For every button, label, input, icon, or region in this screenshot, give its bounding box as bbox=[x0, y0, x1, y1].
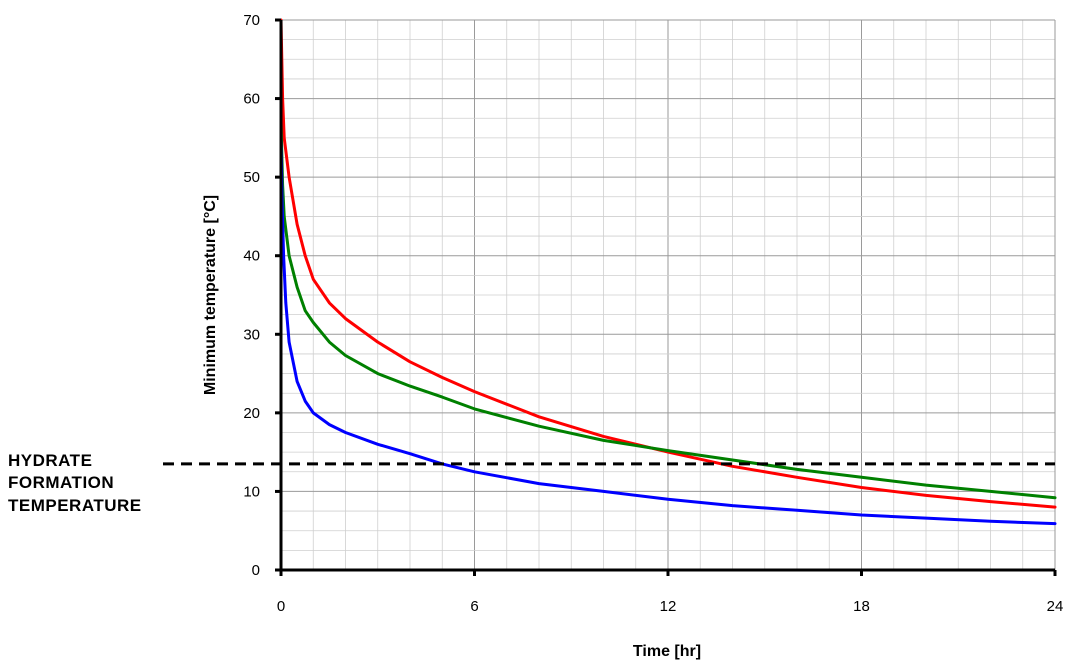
x-tick-label: 0 bbox=[277, 598, 285, 615]
annotation-line-3: TEMPERATURE bbox=[8, 496, 142, 515]
y-tick-label: 30 bbox=[243, 326, 260, 343]
y-tick-label: 70 bbox=[243, 12, 260, 29]
series-line-1 bbox=[279, 18, 1057, 509]
x-tick-label: 24 bbox=[1047, 598, 1064, 615]
y-tick-label: 50 bbox=[243, 169, 260, 186]
annotation-line-2: FORMATION bbox=[8, 473, 114, 492]
y-tick-label: 20 bbox=[243, 405, 260, 422]
series-line-2 bbox=[279, 120, 1057, 500]
y-axis-label: Minimum temperature [°C] bbox=[202, 195, 219, 395]
grid-lines bbox=[281, 19, 1056, 570]
axes bbox=[275, 18, 1057, 576]
x-axis-label: Time [hr] bbox=[633, 643, 701, 660]
x-tick-label: 12 bbox=[660, 598, 677, 615]
series-line-3 bbox=[279, 136, 1057, 526]
x-tick-label: 6 bbox=[470, 598, 478, 615]
y-tick-label: 40 bbox=[243, 248, 260, 265]
series-lines bbox=[163, 18, 1057, 526]
tick-labels: 0 10 20 30 40 50 60 70 0 6 12 18 24 bbox=[243, 12, 1063, 615]
x-tick-label: 18 bbox=[853, 598, 870, 615]
y-tick-label: 0 bbox=[252, 562, 260, 579]
y-tick-label: 60 bbox=[243, 91, 260, 108]
y-tick-label: 10 bbox=[243, 483, 260, 500]
annotation-line-1: HYDRATE bbox=[8, 451, 92, 470]
